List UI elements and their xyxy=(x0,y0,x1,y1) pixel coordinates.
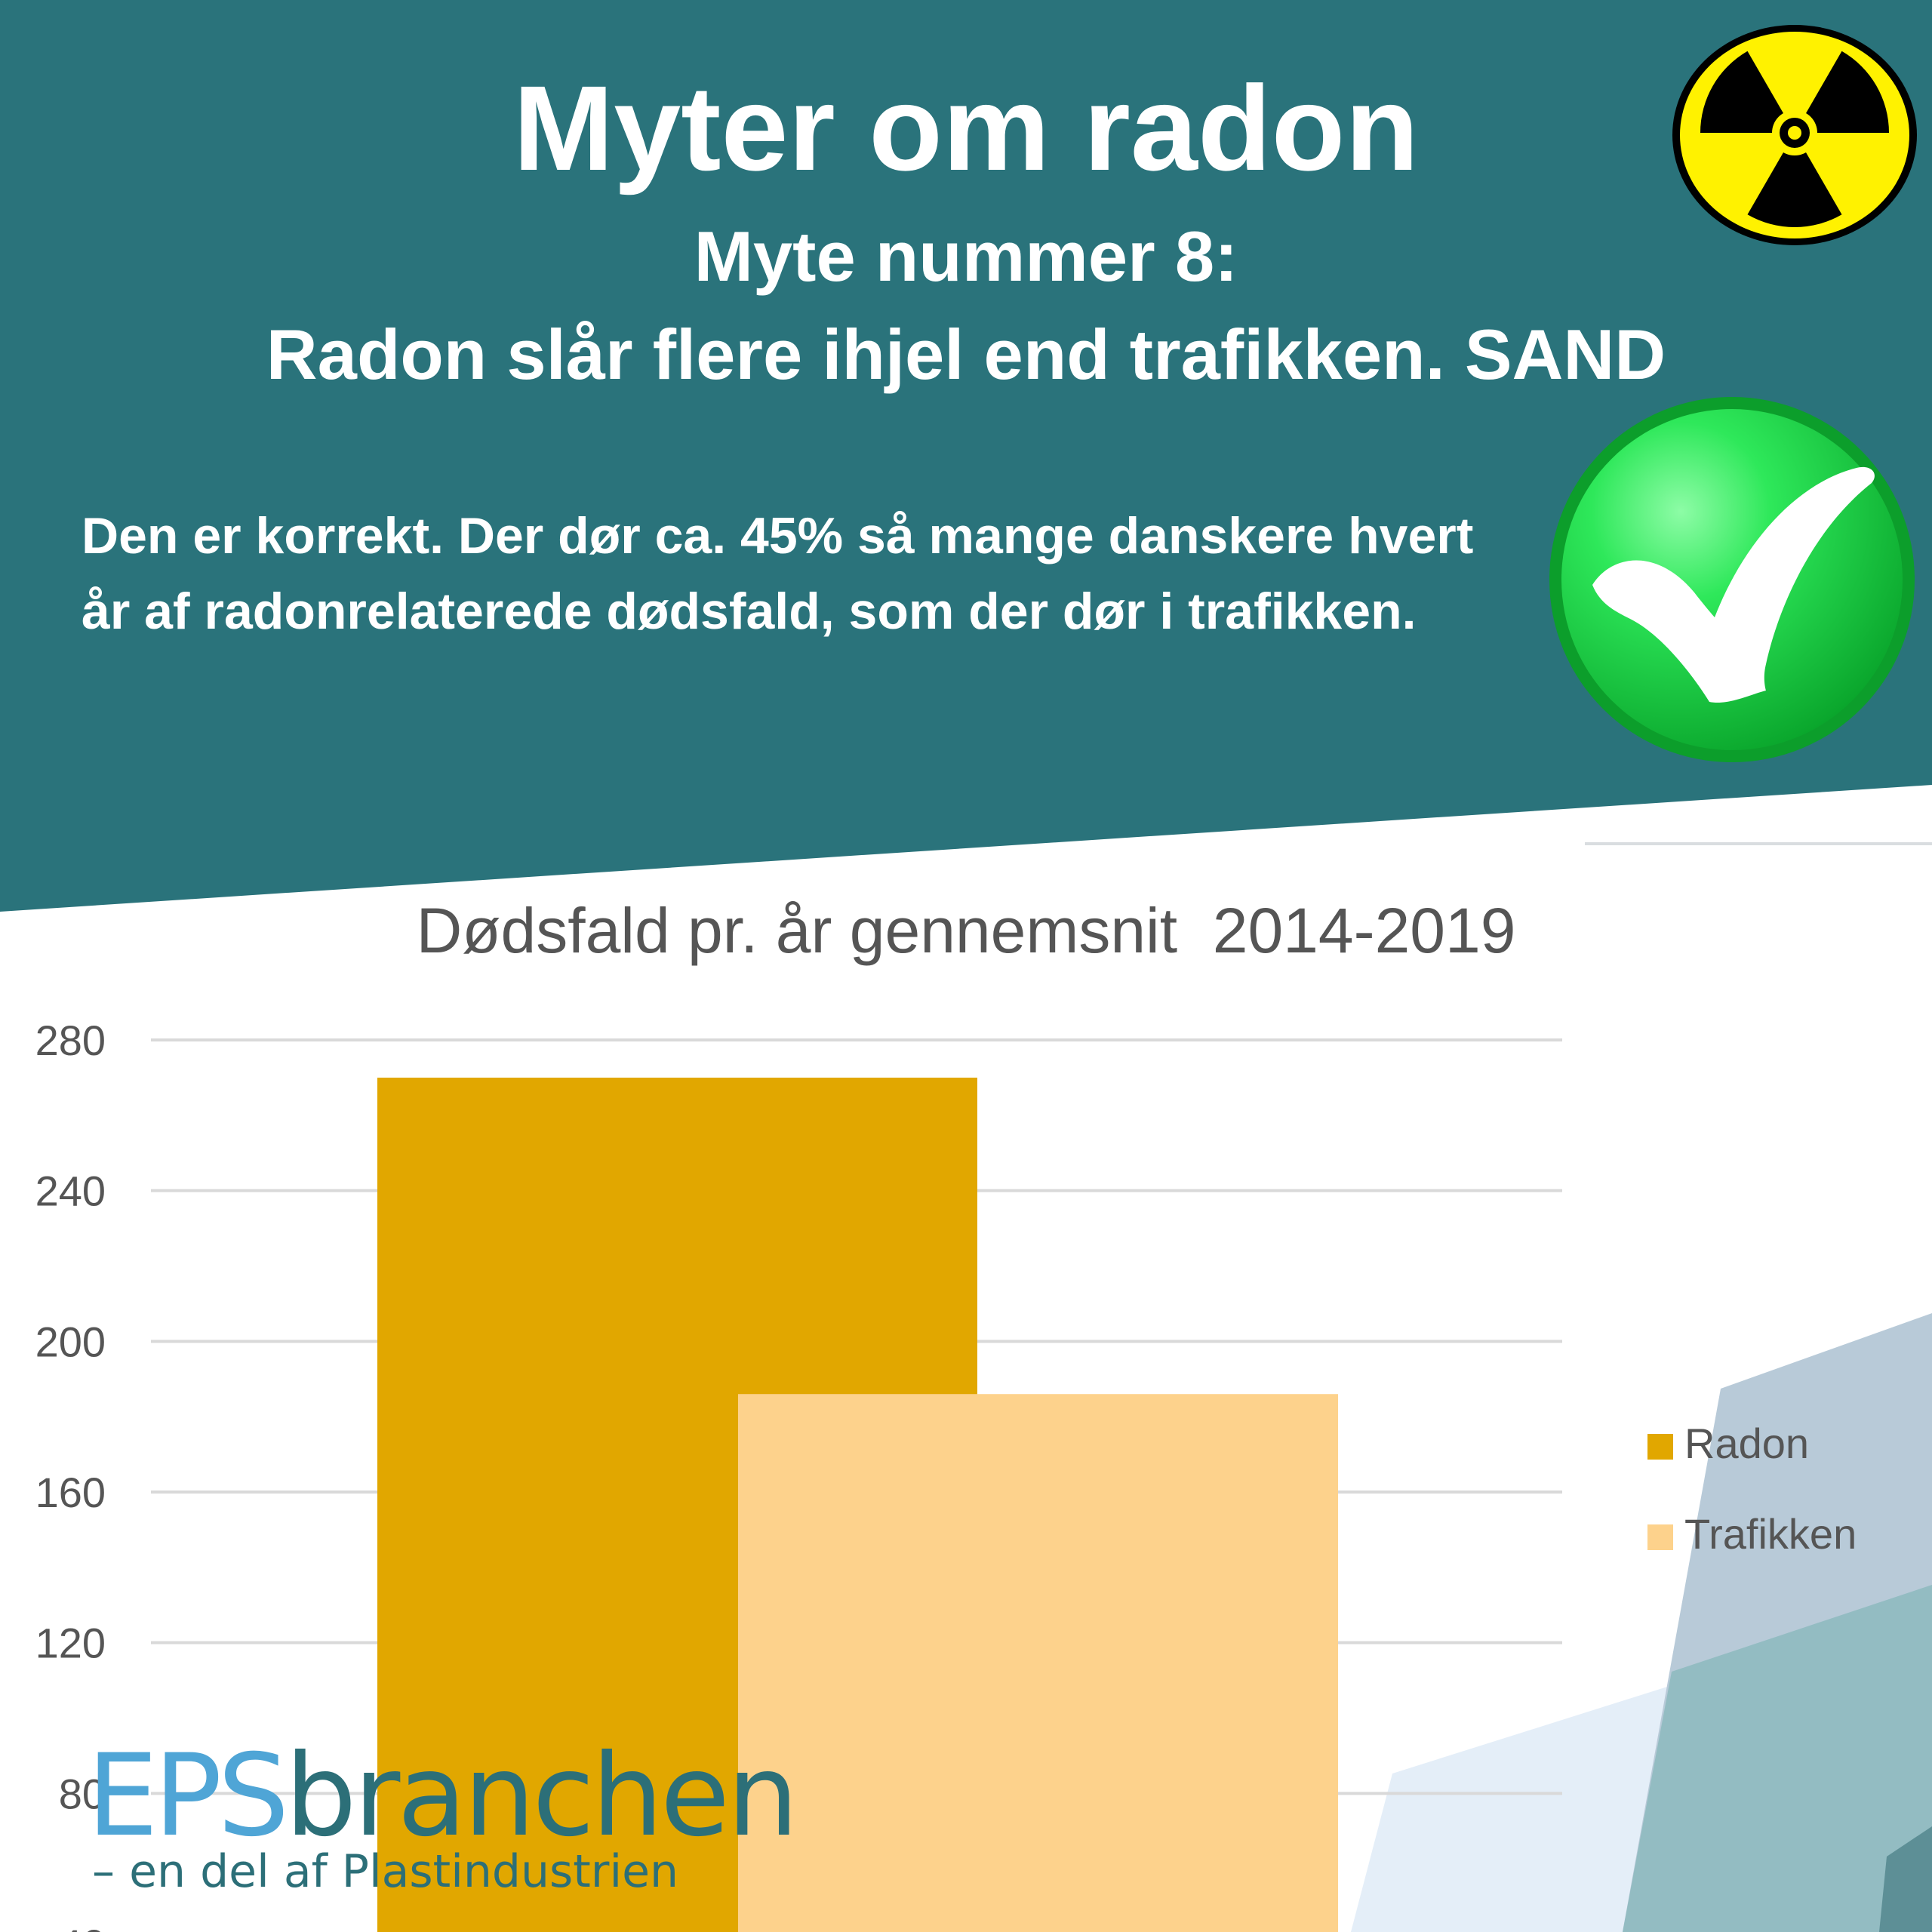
logo: EPSbranchen xyxy=(87,1740,798,1853)
logo-branchen: branchen xyxy=(285,1730,798,1862)
y-axis: 40 80 120 160 200 240 280 xyxy=(35,1017,106,1932)
legend-swatch xyxy=(1647,1434,1673,1460)
y-tick-label: 80 xyxy=(59,1770,106,1817)
bars xyxy=(377,1077,1338,1932)
decor-polygon-teal xyxy=(1623,1585,1932,1932)
logo-tagline: – en del af Plastindustrien xyxy=(92,1845,679,1898)
chart-title: Dødsfald pr. år gennemsnit 2014-2019 xyxy=(417,895,1516,966)
y-tick-label: 240 xyxy=(35,1168,106,1215)
logo-eps: EPS xyxy=(87,1730,289,1862)
y-tick-label: 160 xyxy=(35,1469,106,1516)
explanation-text: Den er korrekt. Der dør ca. 45% så mange… xyxy=(82,507,1474,640)
decor-polygon-dark xyxy=(1879,1826,1932,1932)
main-title: Myter om radon xyxy=(512,60,1420,195)
y-tick-label: 40 xyxy=(59,1921,106,1932)
legend: Radon Trafikken xyxy=(1647,1420,1857,1558)
checkmark-icon xyxy=(1549,397,1915,762)
radiation-icon xyxy=(1672,25,1917,245)
legend-label: Radon xyxy=(1684,1420,1809,1467)
y-tick-label: 280 xyxy=(35,1017,106,1064)
y-tick-label: 200 xyxy=(35,1318,106,1365)
legend-label: Trafikken xyxy=(1684,1510,1857,1558)
header-background xyxy=(0,0,1932,912)
y-tick-label: 120 xyxy=(35,1620,106,1667)
myth-statement: Radon slår flere ihjel end trafikken. SA… xyxy=(266,315,1666,394)
myth-number: Myte nummer 8: xyxy=(694,217,1238,296)
legend-swatch xyxy=(1647,1524,1673,1550)
bar-trafikken xyxy=(738,1394,1338,1932)
